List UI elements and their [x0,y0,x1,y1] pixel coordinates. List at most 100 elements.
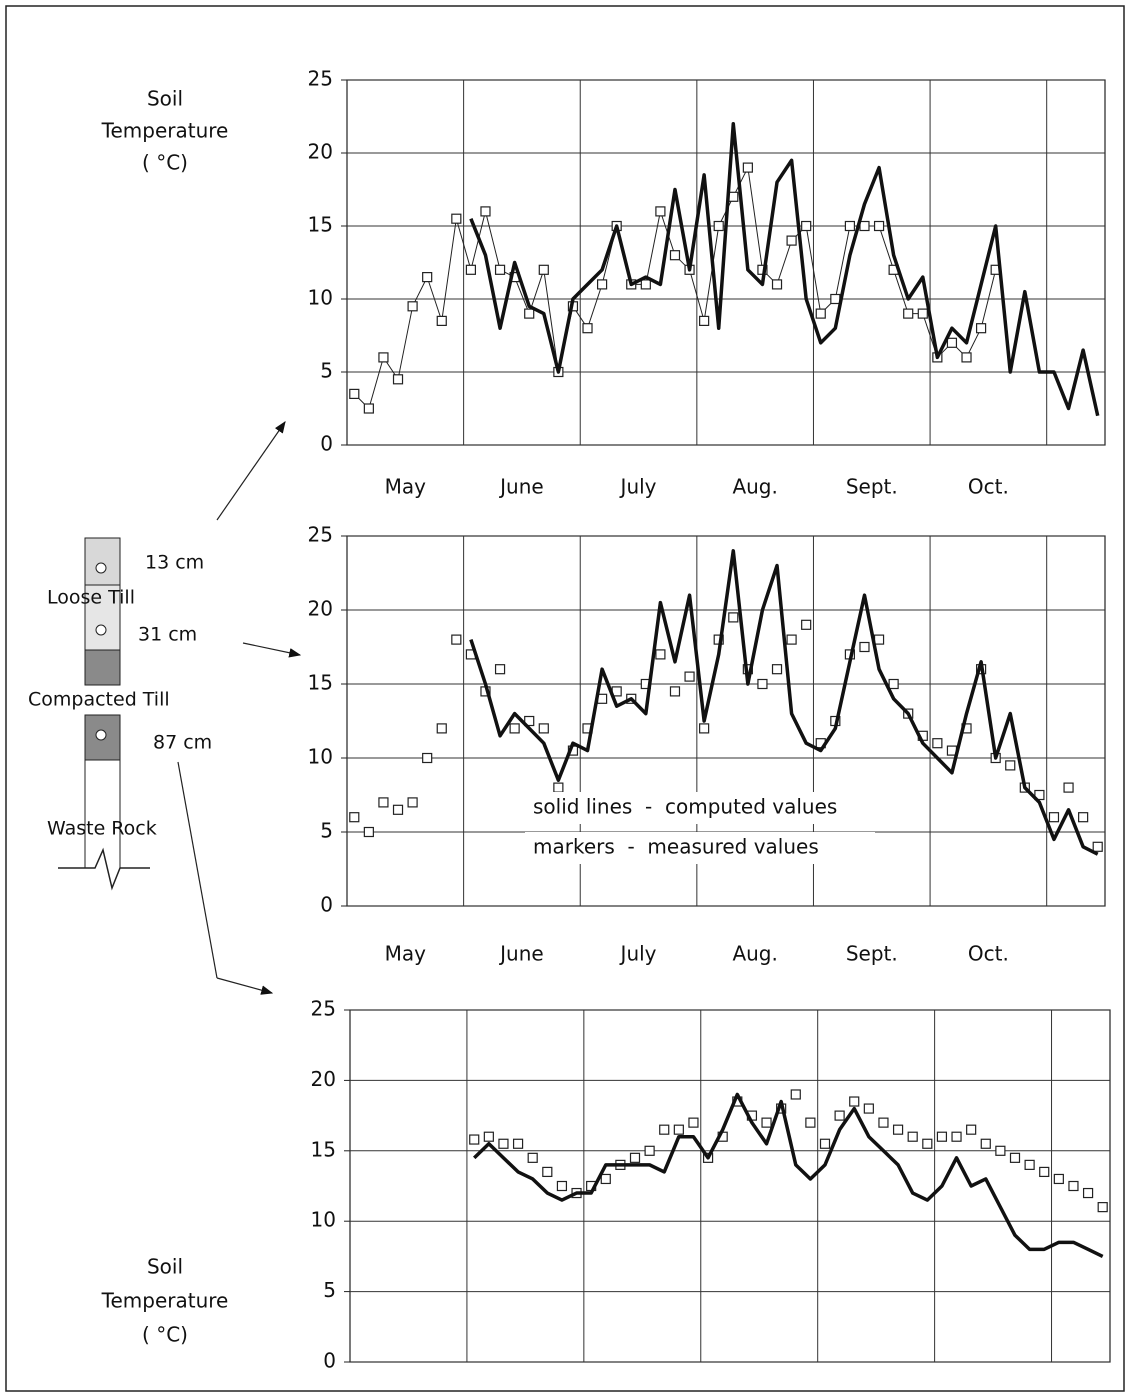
marker [875,635,884,644]
marker [350,389,359,398]
marker [557,1182,566,1191]
y-tick-label: 5 [320,819,333,843]
y-axis-label: ( °C) [142,151,188,175]
y-tick-label: 25 [311,997,336,1021]
arrow [217,422,285,520]
y-tick-label: 0 [323,1349,336,1373]
marker [539,265,548,274]
marker [394,375,403,384]
marker [408,302,417,311]
marker [452,635,461,644]
plot-area [347,80,1105,445]
marker [470,1135,479,1144]
marker [452,214,461,223]
marker [656,207,665,216]
y-tick-label: 15 [308,213,333,237]
x-tick-label: June [498,942,544,966]
marker [689,1118,698,1127]
y-axis-label: ( °C) [142,1323,188,1347]
y-axis-label: Temperature [101,1289,229,1313]
x-tick-label: Oct. [968,475,1009,499]
marker [1049,813,1058,822]
marker [996,1146,1005,1155]
marker [1054,1174,1063,1183]
marker [1025,1160,1034,1169]
marker [918,309,927,318]
marker [1084,1189,1093,1198]
marker [791,1090,800,1099]
marker [645,1146,654,1155]
marker [773,280,782,289]
marker [601,1174,610,1183]
x-tick-label: Sept. [846,475,898,499]
layer-label: Waste Rock [47,818,157,840]
marker [802,620,811,629]
y-tick-label: 10 [308,286,333,310]
marker [631,1153,640,1162]
marker [598,280,607,289]
marker [700,316,709,325]
marker [802,222,811,231]
marker [860,222,869,231]
sensor [96,730,106,740]
marker [977,324,986,333]
marker [543,1167,552,1176]
x-tick-label: Aug. [732,475,777,499]
x-tick-label: Aug. [732,942,777,966]
y-tick-label: 5 [320,359,333,383]
arrow [178,762,217,978]
marker [937,1132,946,1141]
layer-box [85,650,120,685]
y-tick-label: 10 [311,1208,336,1232]
marker [496,665,505,674]
marker [554,783,563,792]
y-tick-label: 20 [308,140,333,164]
arrow [243,643,300,655]
marker [923,1139,932,1148]
marker [528,1153,537,1162]
sensor [96,563,106,573]
y-tick-label: 15 [308,671,333,695]
soil-column: 13 cm Loose Till 31 cm Compacted Till 87… [28,538,212,888]
x-tick-label: Sept. [846,942,898,966]
marker [831,295,840,304]
y-axis-label: Soil [147,1255,183,1279]
layer-label: Compacted Till [28,689,170,711]
marker [729,613,738,622]
marker [466,265,475,274]
y-tick-label: 10 [308,745,333,769]
marker [394,805,403,814]
arrows [178,422,300,993]
marker [379,798,388,807]
marker [423,273,432,282]
marker [685,672,694,681]
marker [729,192,738,201]
marker [700,724,709,733]
marker [499,1139,508,1148]
x-tick-label: Oct. [968,942,1009,966]
y-tick-label: 0 [320,432,333,456]
marker [1064,783,1073,792]
marker [364,828,373,837]
marker [962,353,971,362]
marker [821,1139,830,1148]
y-tick-label: 25 [308,523,333,547]
marker [408,798,417,807]
marker [1098,1203,1107,1212]
y-tick-label: 15 [311,1137,336,1161]
marker [864,1104,873,1113]
marker [806,1118,815,1127]
marker [1093,842,1102,851]
x-tick-label: July [619,942,657,966]
series-line [474,1094,1102,1256]
marker [758,680,767,689]
annotation: markers - measured values [533,835,819,859]
marker [496,265,505,274]
marker [860,643,869,652]
marker [773,665,782,674]
figure: 13 cm Loose Till 31 cm Compacted Till 87… [0,0,1130,1395]
depth-label: 13 cm [145,552,204,574]
marker [952,1132,961,1141]
y-tick-label: 20 [311,1067,336,1091]
